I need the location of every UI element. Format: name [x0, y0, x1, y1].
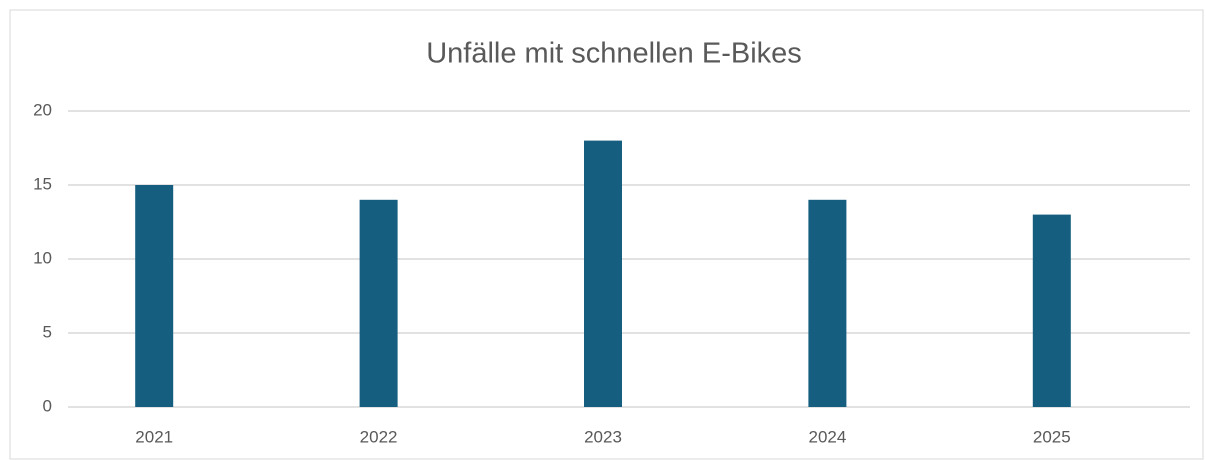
- y-tick-label: 15: [33, 174, 52, 193]
- chart-title: Unfälle mit schnellen E-Bikes: [426, 38, 802, 70]
- y-tick-label: 5: [43, 322, 52, 341]
- x-tick-label: 2025: [1033, 427, 1071, 446]
- x-tick-label: 2023: [584, 427, 622, 446]
- bar: [808, 199, 847, 407]
- x-tick-label: 2024: [808, 427, 846, 446]
- x-tick-label: 2022: [360, 427, 398, 446]
- x-tick-label: 2021: [135, 427, 173, 446]
- bar: [135, 185, 174, 407]
- bar: [1032, 214, 1071, 407]
- y-tick-label: 10: [33, 248, 52, 267]
- y-tick-label: 0: [43, 396, 52, 415]
- bar: [584, 140, 622, 407]
- bar: [359, 199, 398, 407]
- y-tick-label: 20: [33, 100, 52, 119]
